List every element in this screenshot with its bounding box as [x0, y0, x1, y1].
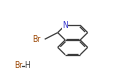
- Text: H: H: [25, 61, 30, 70]
- Text: Br: Br: [14, 61, 23, 70]
- Text: Br: Br: [32, 35, 41, 44]
- Text: N: N: [62, 21, 68, 30]
